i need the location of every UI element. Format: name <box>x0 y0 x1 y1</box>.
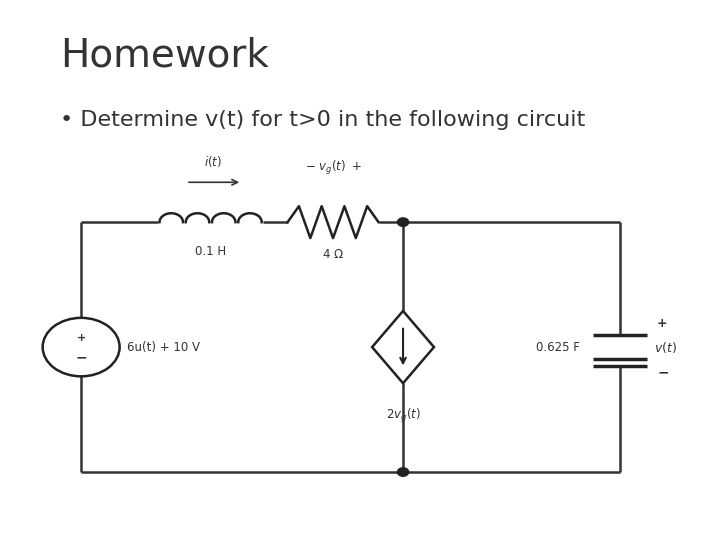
Text: 0.625 F: 0.625 F <box>536 341 580 354</box>
Text: $2v_g(t)$: $2v_g(t)$ <box>386 407 420 425</box>
Text: 0.1 H: 0.1 H <box>195 245 226 258</box>
Text: 4 $\Omega$: 4 $\Omega$ <box>322 247 344 260</box>
Text: $-\ v_g(t)\ +$: $-\ v_g(t)\ +$ <box>305 159 361 177</box>
Circle shape <box>397 218 409 226</box>
Text: +: + <box>657 316 667 329</box>
Polygon shape <box>372 311 434 383</box>
Text: 6u(t) + 10 V: 6u(t) + 10 V <box>127 341 199 354</box>
Circle shape <box>397 468 409 476</box>
Text: −: − <box>76 350 87 365</box>
Circle shape <box>42 318 120 376</box>
Text: $v(t)$: $v(t)$ <box>654 340 677 355</box>
Text: $i(t)$: $i(t)$ <box>204 154 222 169</box>
Text: +: + <box>76 333 86 342</box>
Text: • Determine v(t) for t>0 in the following circuit: • Determine v(t) for t>0 in the followin… <box>60 111 585 131</box>
Text: −: − <box>657 366 669 380</box>
Text: Homework: Homework <box>60 36 269 74</box>
